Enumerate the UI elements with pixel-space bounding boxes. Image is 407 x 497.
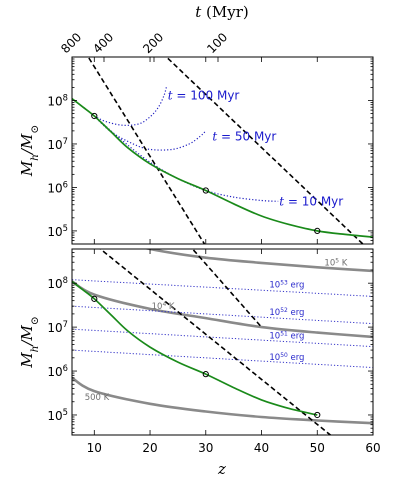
bottom-dashed-line-1 (191, 249, 263, 328)
top-time-curve-0 (94, 85, 168, 126)
xtick-label-5: 60 (365, 441, 380, 455)
xtick-label-4: 50 (310, 441, 325, 455)
xtick-label-3: 40 (254, 441, 269, 455)
axes: 105 106 107 108 Mh/M⊙ 105 106 107 108 Mh/M⊙ 10 20 30… (18, 3, 381, 478)
bottom-energy-line-2 (72, 328, 373, 348)
top-time-label-1: t = 50 Myr (212, 129, 276, 143)
bottom-ylabel: Mh/M⊙ (18, 316, 41, 368)
xlabel: z (217, 460, 226, 478)
top-dashed-line-1 (165, 57, 365, 244)
top-axis-label-1: 400 (90, 30, 116, 56)
top-axis-title: t (Myr) (195, 3, 249, 21)
xtick-label-1: 20 (142, 441, 157, 455)
bottom-green-curve (72, 280, 318, 416)
top-axis-label-3: 100 (204, 30, 230, 56)
top-ytick-label-2: 107 (47, 136, 68, 152)
top-marker-2 (314, 227, 321, 235)
bottom-panel-plot-area (72, 249, 373, 435)
top-panel-frame (71, 56, 374, 245)
bottom-gray-curve-0 (143, 249, 373, 273)
annotations: t = 100 Myr t = 50 Myr t = 10 Myr 105 K 104 … (85, 89, 348, 403)
bottom-curve-label-3: 1053 erg (269, 279, 304, 291)
top-ylabel: Mh/M⊙ (18, 125, 41, 177)
top-green-curve (72, 98, 373, 238)
top-marker-0 (91, 112, 98, 120)
bottom-dashed-line-0 (99, 249, 332, 435)
xtick-label-2: 30 (198, 441, 213, 455)
bottom-ytick-label-2: 107 (47, 319, 68, 335)
bottom-ytick-label-1: 106 (47, 363, 68, 379)
bottom-energy-line-1 (72, 305, 373, 325)
top-marker-1 (202, 187, 209, 194)
bottom-gray-curve-1 (72, 280, 373, 339)
bottom-curve-label-1: 104 K (152, 300, 175, 312)
bottom-energy-line-0 (72, 279, 373, 297)
bottom-curve-label-6: 1050 erg (269, 351, 304, 363)
top-time-label-2: t = 10 Myr (279, 194, 343, 208)
top-time-label-0: t = 100 Myr (168, 89, 240, 103)
top-time-curve-2 (93, 115, 279, 202)
xtick-label-0: 10 (87, 441, 102, 455)
bottom-curve-label-4: 1052 erg (269, 306, 304, 318)
top-ytick-label-3: 108 (47, 92, 68, 108)
top-dashed-line-0 (87, 57, 206, 244)
top-panel-plot-area (72, 57, 373, 244)
bottom-marker-0 (91, 295, 98, 302)
bottom-curve-label-2: 500 K (85, 393, 110, 403)
bottom-ytick-label-3: 108 (47, 275, 68, 291)
top-axis-label-0: 800 (58, 30, 84, 56)
bottom-ytick-label-0: 105 (47, 407, 68, 423)
top-ytick-label-0: 105 (47, 223, 68, 239)
bottom-curve-label-0: 105 K (324, 257, 347, 269)
bottom-marker-2 (314, 411, 321, 419)
bottom-curve-label-5: 1051 erg (269, 330, 304, 342)
bottom-marker-1 (202, 371, 209, 378)
bottom-energy-line-3 (72, 349, 373, 369)
top-ytick-label-1: 106 (47, 179, 68, 195)
bottom-gray-curve-2 (72, 376, 373, 425)
top-time-curve-1 (93, 115, 207, 151)
bottom-panel-frame (71, 248, 374, 436)
top-axis-label-2: 200 (140, 30, 166, 56)
